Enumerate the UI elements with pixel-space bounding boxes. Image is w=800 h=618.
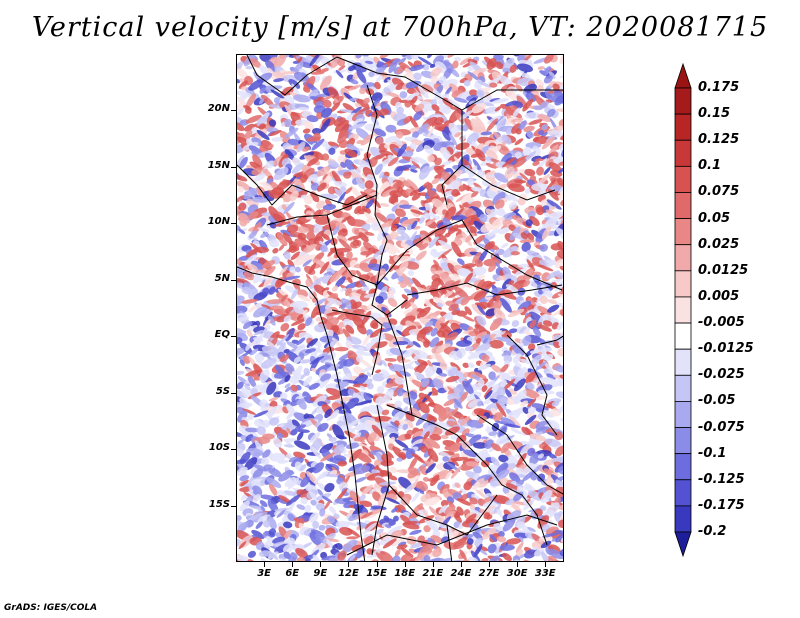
lat-tick-mark xyxy=(231,110,236,112)
lon-tick-label: 3E xyxy=(257,568,271,579)
colorbar-level-label: -0.075 xyxy=(698,419,745,435)
colorbar-level-label: -0.025 xyxy=(698,367,745,383)
colorbar-segment xyxy=(674,244,692,272)
lat-tick-label: 15S xyxy=(208,498,230,510)
colorbar-level-label: 0.1 xyxy=(698,158,722,174)
colorbar-segment xyxy=(674,218,692,246)
lat-tick-mark xyxy=(231,392,236,394)
colorbar-level-label: 0.125 xyxy=(698,132,740,148)
lon-tick-label: 12E xyxy=(338,568,359,579)
colorbar-level-label: 0.15 xyxy=(698,106,731,122)
lon-tick-label: 18E xyxy=(394,568,416,579)
colorbar-level-label: 0.175 xyxy=(698,80,740,95)
lon-tick-label: 15E xyxy=(366,568,387,579)
colorbar-segment xyxy=(674,192,692,219)
lon-tick-mark xyxy=(320,562,322,567)
colorbar-level-label: 0.025 xyxy=(698,236,740,252)
colorbar-segment xyxy=(674,374,692,402)
colorbar-top-arrow xyxy=(674,62,692,89)
lat-tick-mark xyxy=(231,449,236,451)
colorbar-level-label: -0.175 xyxy=(698,497,745,513)
colorbar-level-label: 0.075 xyxy=(698,184,740,200)
map-panel xyxy=(236,54,564,562)
colorbar-segment xyxy=(674,427,692,455)
lon-tick-label: 21E xyxy=(422,568,444,579)
colorbar-bottom-arrow xyxy=(674,531,692,558)
lat-tick-label: 10S xyxy=(208,442,230,454)
lat-tick-label: 5N xyxy=(214,272,230,284)
colorbar-level-label: 0.0125 xyxy=(698,262,749,278)
lon-tick-mark xyxy=(348,562,350,567)
lon-tick-mark xyxy=(292,562,294,567)
lat-tick-label: 10N xyxy=(207,216,230,228)
colorbar-segment xyxy=(674,165,692,193)
lat-tick-mark xyxy=(231,505,236,507)
colorbar-segment xyxy=(674,479,692,507)
footer-credit: GrADS: IGES/COLA xyxy=(4,603,98,613)
colorbar-segment xyxy=(674,348,692,376)
lat-tick-mark xyxy=(231,336,236,338)
colorbar-segment xyxy=(674,270,692,298)
lon-tick-mark xyxy=(517,562,519,567)
colorbar-level-label: -0.05 xyxy=(698,393,736,409)
colorbar-segment xyxy=(674,401,692,428)
lon-tick-label: 6E xyxy=(285,568,300,579)
colorbar-segment xyxy=(674,322,692,350)
colorbar-level-label: 0.05 xyxy=(698,210,731,226)
colorbar-segment xyxy=(674,505,692,533)
lon-tick-label: 9E xyxy=(313,568,328,579)
lat-tick-label: 5S xyxy=(215,385,230,397)
lat-tick-label: 15N xyxy=(207,159,230,171)
colorbar-segment xyxy=(674,296,692,324)
lat-tick-mark xyxy=(231,166,236,168)
vertical-velocity-field xyxy=(237,55,563,561)
colorbar-segment xyxy=(674,87,692,115)
colorbar-segment xyxy=(674,453,692,481)
colorbar-level-label: -0.005 xyxy=(698,315,745,331)
map-title: Vertical velocity [m/s] at 700hPa, VT: 2… xyxy=(31,12,769,43)
lon-tick-label: 27E xyxy=(478,568,500,579)
country-borders xyxy=(237,55,563,561)
colorbar-level-label: -0.2 xyxy=(698,524,727,539)
colorbar-level-label: -0.0125 xyxy=(698,341,754,357)
lon-tick-mark xyxy=(545,562,547,567)
colorbar-level-label: -0.125 xyxy=(698,471,745,487)
lon-tick-label: 33E xyxy=(534,568,556,579)
colorbar-level-label: 0.005 xyxy=(698,288,740,304)
lat-tick-mark xyxy=(231,279,236,281)
colorbar-level-label: -0.1 xyxy=(698,445,727,461)
lat-tick-mark xyxy=(231,223,236,225)
colorbar-segment xyxy=(674,113,692,141)
lon-tick-mark xyxy=(432,562,434,567)
lon-tick-mark xyxy=(404,562,406,567)
lon-tick-mark xyxy=(376,562,378,567)
lat-tick-label: 20N xyxy=(207,103,230,115)
colorbar-segment xyxy=(674,139,692,167)
lon-tick-label: 24E xyxy=(450,568,472,579)
lon-tick-mark xyxy=(460,562,462,567)
lon-tick-label: 30E xyxy=(506,568,528,579)
lat-tick-label: EQ xyxy=(214,329,230,341)
lon-tick-mark xyxy=(489,562,491,567)
lon-tick-mark xyxy=(264,562,266,567)
